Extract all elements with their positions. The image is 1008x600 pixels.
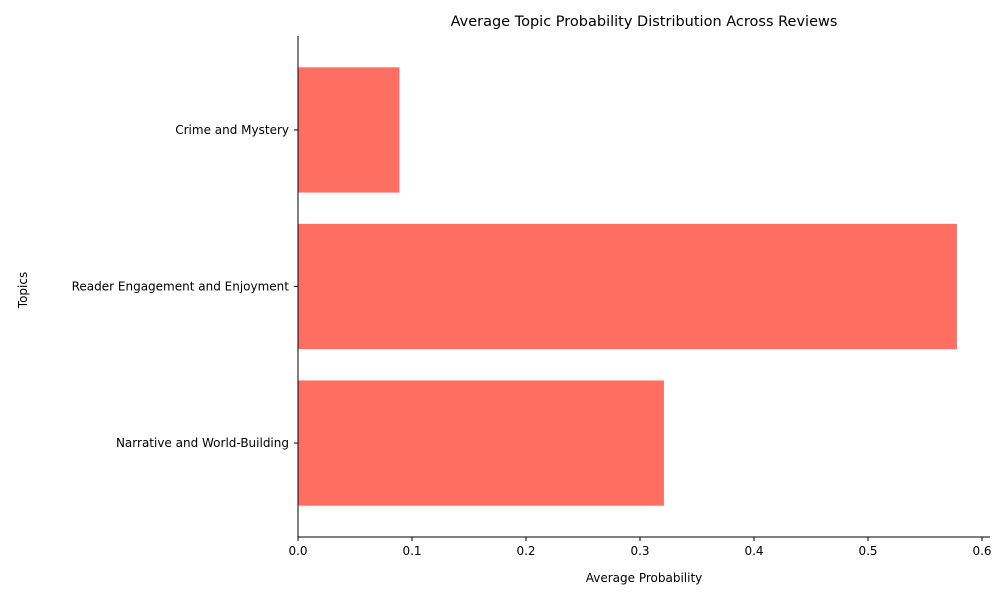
x-tick-label: 0.6 <box>972 544 991 558</box>
x-tick-label: 0.0 <box>288 544 307 558</box>
y-axis-label: Topics <box>16 272 30 309</box>
bar-reader-engagement-and-enjoyment <box>298 223 957 350</box>
x-tick-label: 0.1 <box>402 544 421 558</box>
x-axis-label: Average Probability <box>586 571 703 585</box>
x-tick-label: 0.4 <box>744 544 763 558</box>
y-tick-label: Reader Engagement and Enjoyment <box>72 280 290 294</box>
x-tick-label: 0.5 <box>858 544 877 558</box>
bars-layer <box>298 67 957 506</box>
bar-crime-and-mystery <box>298 67 400 193</box>
chart-title: Average Topic Probability Distribution A… <box>451 14 838 30</box>
x-ticks-layer: 0.0 0.1 0.2 0.3 0.4 0.5 0.6 <box>288 537 992 558</box>
x-tick-label: 0.2 <box>516 544 535 558</box>
x-tick-label: 0.3 <box>630 544 649 558</box>
bar-narrative-and-world-building <box>298 380 664 506</box>
y-ticks-layer: Narrative and World-Building Reader Engag… <box>72 123 298 450</box>
y-tick-label: Narrative and World-Building <box>116 436 289 450</box>
y-tick-label: Crime and Mystery <box>175 123 289 137</box>
